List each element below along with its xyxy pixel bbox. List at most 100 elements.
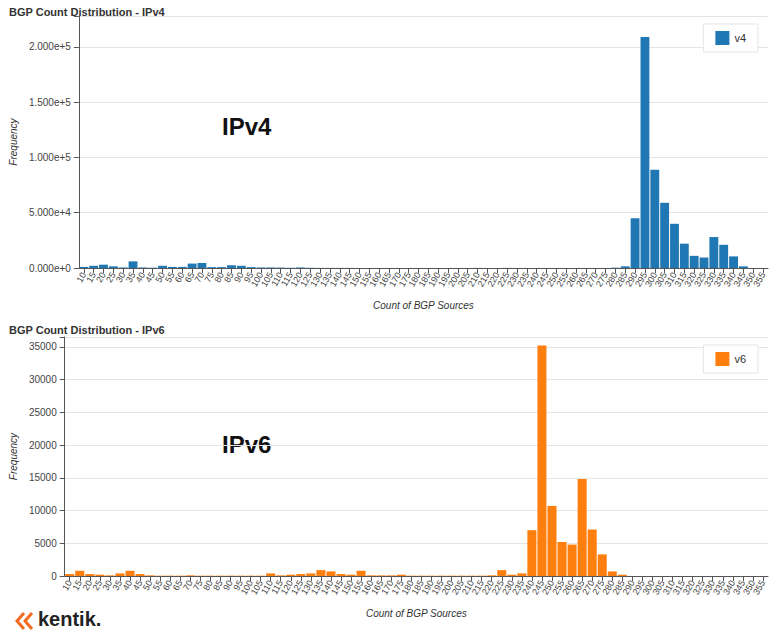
svg-text:265: 265 <box>574 270 591 289</box>
svg-text:Count of BGP Sources: Count of BGP Sources <box>366 608 467 619</box>
svg-text:100: 100 <box>238 578 255 597</box>
svg-text:270: 270 <box>583 270 601 289</box>
svg-text:245: 245 <box>534 270 551 289</box>
svg-text:2.000e+5: 2.000e+5 <box>29 41 71 52</box>
svg-text:330: 330 <box>700 578 718 597</box>
svg-text:310: 310 <box>662 270 679 289</box>
svg-text:290: 290 <box>623 270 640 289</box>
svg-text:220: 220 <box>485 270 502 289</box>
svg-text:175: 175 <box>396 270 413 289</box>
svg-text:v6: v6 <box>734 353 746 365</box>
svg-text:285: 285 <box>613 270 630 289</box>
svg-text:10000: 10000 <box>29 505 57 516</box>
svg-text:225: 225 <box>495 270 512 289</box>
svg-text:130: 130 <box>299 578 316 597</box>
svg-text:Count of BGP Sources: Count of BGP Sources <box>373 300 474 311</box>
svg-text:0: 0 <box>51 571 57 582</box>
svg-text:215: 215 <box>475 270 492 289</box>
svg-text:335: 335 <box>711 270 728 289</box>
svg-text:225: 225 <box>489 578 507 597</box>
svg-text:BGP Count Distribution - IPv6: BGP Count Distribution - IPv6 <box>9 324 165 336</box>
svg-text:195: 195 <box>429 578 446 597</box>
svg-text:220: 220 <box>479 578 496 597</box>
svg-text:145: 145 <box>337 270 354 289</box>
svg-text:120: 120 <box>278 578 296 597</box>
svg-text:130: 130 <box>308 270 325 289</box>
svg-text:1.000e+5: 1.000e+5 <box>29 152 71 163</box>
svg-text:305: 305 <box>652 270 669 289</box>
svg-text:140: 140 <box>327 270 345 289</box>
svg-text:235: 235 <box>515 270 532 289</box>
svg-text:5000: 5000 <box>34 538 57 549</box>
svg-text:205: 205 <box>455 270 473 289</box>
svg-text:345: 345 <box>731 270 748 289</box>
svg-text:135: 135 <box>318 270 335 289</box>
svg-text:190: 190 <box>426 270 443 289</box>
svg-text:275: 275 <box>593 270 610 289</box>
svg-text:IPv4: IPv4 <box>222 113 272 140</box>
svg-text:155: 155 <box>357 270 374 289</box>
svg-text:215: 215 <box>469 578 486 597</box>
svg-text:280: 280 <box>603 270 620 289</box>
svg-text:140: 140 <box>319 578 336 597</box>
svg-text:325: 325 <box>692 270 709 289</box>
svg-text:210: 210 <box>465 270 482 289</box>
svg-text:295: 295 <box>633 270 650 289</box>
svg-text:355: 355 <box>751 270 767 288</box>
svg-text:150: 150 <box>339 578 356 597</box>
svg-text:190: 190 <box>419 578 436 597</box>
svg-text:120: 120 <box>288 270 305 289</box>
svg-text:230: 230 <box>505 270 522 289</box>
svg-text:315: 315 <box>672 270 689 289</box>
svg-text:20000: 20000 <box>29 440 57 451</box>
svg-text:0.000e+0: 0.000e+0 <box>29 263 71 274</box>
svg-text:1.500e+5: 1.500e+5 <box>29 97 71 108</box>
svg-text:350: 350 <box>741 270 758 289</box>
svg-text:Frequency: Frequency <box>8 117 19 165</box>
svg-text:210: 210 <box>459 578 476 597</box>
svg-text:125: 125 <box>298 270 315 289</box>
svg-text:175: 175 <box>389 578 406 597</box>
svg-text:105: 105 <box>259 270 276 289</box>
svg-text:355: 355 <box>751 578 767 596</box>
svg-text:180: 180 <box>406 270 423 289</box>
svg-text:200: 200 <box>439 578 456 597</box>
svg-text:15000: 15000 <box>29 472 57 483</box>
svg-text:155: 155 <box>349 578 366 597</box>
svg-text:125: 125 <box>289 578 306 597</box>
svg-text:250: 250 <box>544 270 561 289</box>
svg-text:Frequency: Frequency <box>8 432 19 480</box>
svg-text:170: 170 <box>387 270 404 289</box>
svg-text:195: 195 <box>436 270 453 289</box>
svg-text:165: 165 <box>377 270 394 289</box>
svg-text:200: 200 <box>446 270 463 289</box>
svg-text:135: 135 <box>309 578 326 597</box>
svg-text:30000: 30000 <box>29 374 57 385</box>
svg-text:160: 160 <box>359 578 376 597</box>
svg-text:BGP Count Distribution - IPv4: BGP Count Distribution - IPv4 <box>9 6 166 18</box>
svg-text:160: 160 <box>367 270 384 289</box>
svg-text:185: 185 <box>416 270 433 289</box>
svg-text:320: 320 <box>682 270 699 289</box>
svg-text:330: 330 <box>702 270 719 289</box>
svg-text:205: 205 <box>449 578 466 597</box>
svg-text:145: 145 <box>329 578 346 597</box>
svg-text:v4: v4 <box>734 32 746 44</box>
svg-text:255: 255 <box>554 270 571 289</box>
svg-text:240: 240 <box>524 270 541 289</box>
svg-text:340: 340 <box>721 270 738 289</box>
svg-text:170: 170 <box>379 578 396 597</box>
svg-text:IPv6: IPv6 <box>222 431 271 458</box>
svg-text:165: 165 <box>369 578 386 597</box>
svg-text:105: 105 <box>248 578 265 597</box>
svg-text:300: 300 <box>643 270 660 289</box>
svg-text:kentik.: kentik. <box>38 608 101 630</box>
svg-text:25000: 25000 <box>29 407 57 418</box>
svg-text:185: 185 <box>409 578 426 597</box>
svg-text:5.000e+4: 5.000e+4 <box>29 207 71 218</box>
svg-text:150: 150 <box>347 270 364 289</box>
svg-text:180: 180 <box>399 578 416 597</box>
svg-text:260: 260 <box>564 270 581 289</box>
svg-text:35000: 35000 <box>29 341 57 352</box>
svg-text:100: 100 <box>249 270 266 289</box>
